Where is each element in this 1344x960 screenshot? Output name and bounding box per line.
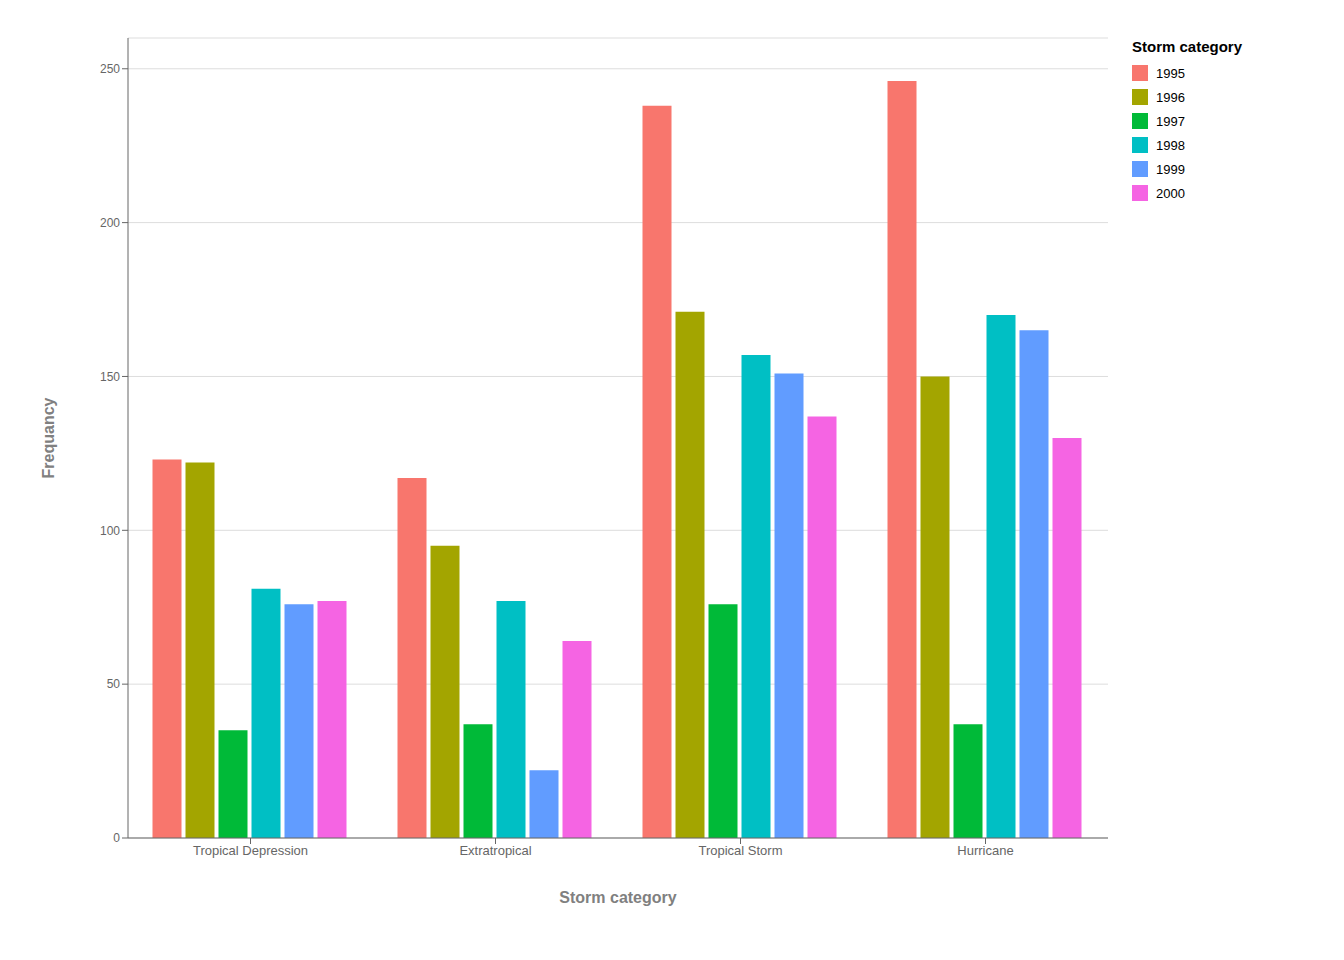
- svg-text:50: 50: [107, 677, 121, 691]
- svg-text:250: 250: [100, 62, 120, 76]
- svg-text:200: 200: [100, 216, 120, 230]
- html-text:1997: 1997: [1156, 113, 1185, 129]
- svg-text:Tropical Storm: Tropical Storm: [698, 843, 782, 858]
- html-text:1999: 1999: [1156, 161, 1185, 177]
- svg-text:100: 100: [100, 524, 120, 538]
- html-text:1996: 1996: [1156, 89, 1185, 105]
- html-text:1995: 1995: [1156, 65, 1185, 81]
- html-text:Storm category: Storm category: [1132, 38, 1242, 55]
- svg-text:Extratropical: Extratropical: [459, 843, 531, 858]
- html-text:1998: 1998: [1156, 137, 1185, 153]
- svg-text:Tropical Depression: Tropical Depression: [193, 843, 308, 858]
- svg-text:Hurricane: Hurricane: [957, 843, 1013, 858]
- svg-text:Frequancy: Frequancy: [40, 397, 57, 478]
- svg-text:150: 150: [100, 370, 120, 384]
- svg-text:Storm category: Storm category: [559, 889, 676, 906]
- svg-text:0: 0: [113, 831, 120, 845]
- html-text:2000: 2000: [1156, 185, 1185, 201]
